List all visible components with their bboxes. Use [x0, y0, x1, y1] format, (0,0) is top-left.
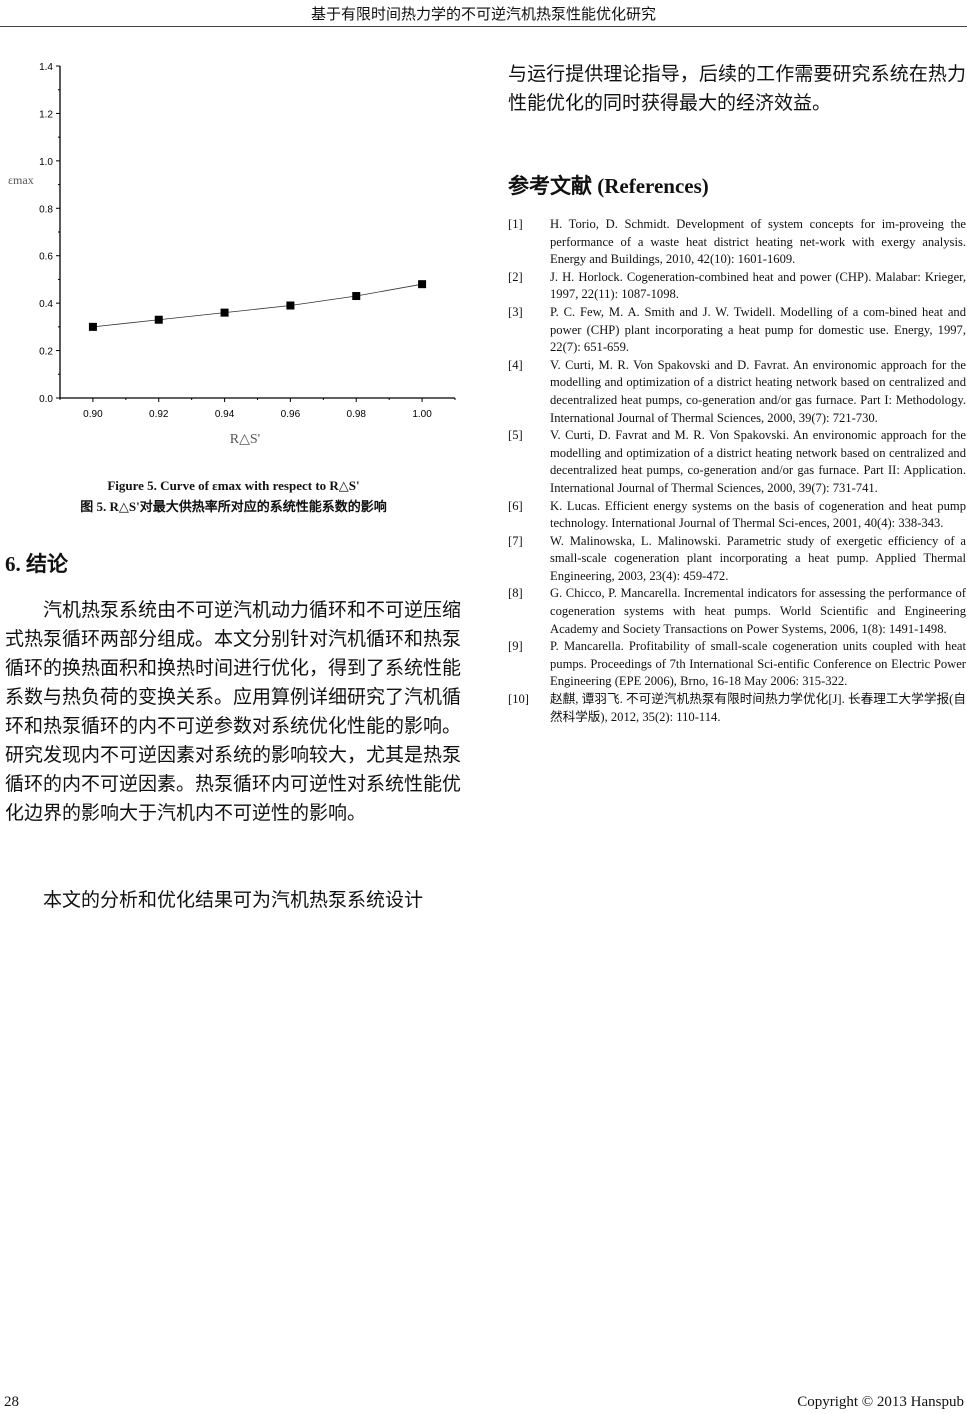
reference-text: V. Curti, M. R. Von Spakovski and D. Fav… [550, 357, 966, 425]
reference-number: [3] [508, 304, 523, 319]
reference-text: K. Lucas. Efficient energy systems on th… [550, 498, 966, 531]
data-point [88, 322, 97, 331]
x-tick-label: 0.90 [83, 409, 103, 420]
references-heading: 参考文献 (References) [508, 174, 709, 198]
running-header: 基于有限时间热力学的不可逆汽机热泵性能优化研究 [310, 7, 656, 23]
data-point [220, 308, 229, 317]
y-tick-label: 1.4 [39, 62, 53, 73]
reference-text: H. Torio, D. Schmidt. Development of sys… [550, 217, 966, 267]
reference-item: [9] P. Mancarella. Profitability of small… [508, 638, 966, 691]
reference-text: W. Malinowska, L. Malinowski. Parametric… [550, 533, 966, 583]
reference-text: P. Mancarella. Profitability of small-sc… [550, 639, 966, 689]
x-tick-label: 1.00 [412, 409, 432, 420]
data-point [154, 315, 163, 324]
x-tick-label: 0.98 [347, 409, 367, 420]
reference-item: [1] H. Torio, D. Schmidt. Development of … [508, 216, 966, 269]
conclusion-paragraph-2: 本文的分析和优化结果可为汽机热泵系统设计 [43, 890, 424, 911]
reference-item: [10] 赵麒, 谭羽飞. 不可逆汽机热泵有限时间热力学优化[J]. 长春理工大学… [508, 691, 966, 726]
data-point [418, 280, 427, 289]
reference-text: P. C. Few, M. A. Smith and J. W. Twidell… [550, 304, 966, 355]
references-list: [1] H. Torio, D. Schmidt. Development of … [508, 216, 966, 726]
x-tick-label: 0.94 [215, 409, 235, 420]
reference-number: [6] [508, 498, 523, 513]
y-tick-label: 1.0 [39, 157, 53, 168]
y-tick-label: 0.0 [39, 394, 53, 405]
y-tick-label: 0.4 [39, 299, 53, 310]
reference-number: [2] [508, 269, 523, 284]
figure-caption-en: Figure 5. Curve of εmax with respect to … [107, 478, 360, 493]
reference-number: [4] [508, 357, 523, 372]
reference-text: J. H. Horlock. Cogeneration-combined hea… [550, 269, 966, 302]
reference-number: [5] [508, 428, 523, 443]
y-axis-label: εmax [8, 173, 34, 187]
reference-item: [8] G. Chicco, P. Mancarella. Incremental… [508, 585, 966, 638]
reference-text: G. Chicco, P. Mancarella. Incremental in… [550, 586, 966, 636]
reference-item: [4] V. Curti, M. R. Von Spakovski and D. … [508, 357, 966, 427]
reference-item: [3] P. C. Few, M. A. Smith and J. W. Twid… [508, 304, 966, 357]
reference-number: [10] [508, 692, 529, 707]
figure-caption-zh: 图 5. R△S'对最大供热率所对应的系统性能系数的影响 [80, 499, 387, 514]
y-tick-label: 1.2 [39, 109, 53, 120]
reference-text: 赵麒, 谭羽飞. 不可逆汽机热泵有限时间热力学优化[J]. 长春理工大学学报(自… [550, 692, 966, 724]
section-heading: 6. 结论 [5, 552, 68, 576]
reference-item: [2] J. H. Horlock. Cogeneration-combined … [508, 269, 966, 304]
conclusion-paragraph-2-continued: 与运行提供理论指导，后续的工作需要研究系统在热力性能优化的同时获得最大的经济效益… [508, 64, 966, 114]
reference-number: [1] [508, 217, 523, 231]
y-tick-label: 0.2 [39, 347, 53, 358]
reference-item: [6] K. Lucas. Efficient energy systems on… [508, 498, 966, 533]
y-tick-label: 0.8 [39, 204, 53, 215]
x-axis-label: R△S' [230, 432, 260, 447]
reference-item: [7] W. Malinowska, L. Malinowski. Paramet… [508, 533, 966, 586]
page-number: 28 [4, 1394, 19, 1410]
copyright: Copyright © 2013 Hanspub [797, 1394, 964, 1410]
figure-5-chart: 0.0 0.2 0.4 0.6 0.8 1.0 1.2 1.4 0.90 0.92 0.94 0.96… [8, 62, 456, 447]
data-point [352, 292, 361, 301]
header-divider [0, 26, 967, 27]
x-tick-label: 0.92 [149, 409, 169, 420]
x-tick-label: 0.96 [281, 409, 301, 420]
series-line [92, 283, 423, 328]
reference-number: [9] [508, 639, 523, 654]
y-tick-label: 0.6 [39, 252, 53, 263]
reference-number: [7] [508, 533, 523, 548]
reference-text: V. Curti, D. Favrat and M. R. Von Spakov… [550, 428, 966, 495]
data-point [286, 301, 295, 310]
conclusion-paragraph-1: 汽机热泵系统由不可逆汽机动力循环和不可逆压缩式热泵循环两部分组成。本文分别针对汽… [5, 600, 462, 824]
reference-item: [5] V. Curti, D. Favrat and M. R. Von Spa… [508, 427, 966, 497]
reference-number: [8] [508, 586, 523, 601]
